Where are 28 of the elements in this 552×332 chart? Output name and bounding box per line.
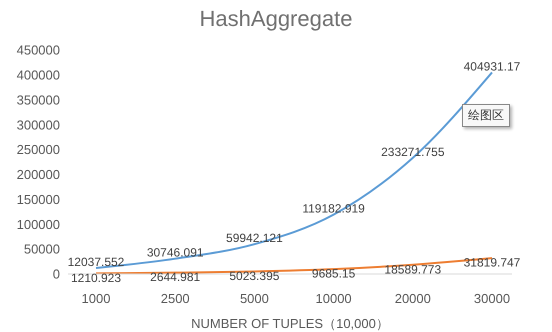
data-label: 30746.091 (146, 246, 204, 260)
data-label: 404931.17 (464, 59, 521, 74)
x-tick-label: 2500 (160, 291, 190, 306)
y-tick-label: 250000 (16, 142, 60, 158)
data-label: 1210.923 (70, 270, 122, 285)
y-tick-label: 450000 (16, 42, 60, 58)
y-tick-label: 400000 (16, 68, 60, 83)
y-tick-label: 150000 (16, 192, 60, 207)
x-tick-label: 5000 (240, 291, 269, 306)
data-label: 5023.395 (229, 269, 280, 284)
data-label: 18589.773 (384, 262, 442, 276)
x-tick-label: 10000 (316, 291, 352, 306)
y-tick-label: 350000 (16, 92, 60, 108)
chart-title: HashAggregate (198, 6, 354, 32)
data-label: 12037.552 (68, 255, 125, 270)
data-label: 2644.981 (150, 270, 201, 284)
y-tick-label: 200000 (16, 167, 60, 182)
data-label: 31819.747 (464, 256, 521, 270)
data-label: 9685.15 (312, 266, 356, 281)
y-tick-label: 0 (52, 266, 60, 282)
y-tick-label: 50000 (24, 242, 60, 257)
x-axis-title: NUMBER OF TUPLES（10,000） (191, 316, 389, 331)
y-tick-label: 300000 (16, 117, 60, 132)
x-tick-label: 1000 (82, 291, 110, 306)
tooltip-box: 绘图区 (462, 104, 510, 127)
x-tick-label: 30000 (474, 291, 510, 306)
x-tick-label: 20000 (394, 291, 431, 306)
y-tick-label: 100000 (16, 216, 60, 232)
